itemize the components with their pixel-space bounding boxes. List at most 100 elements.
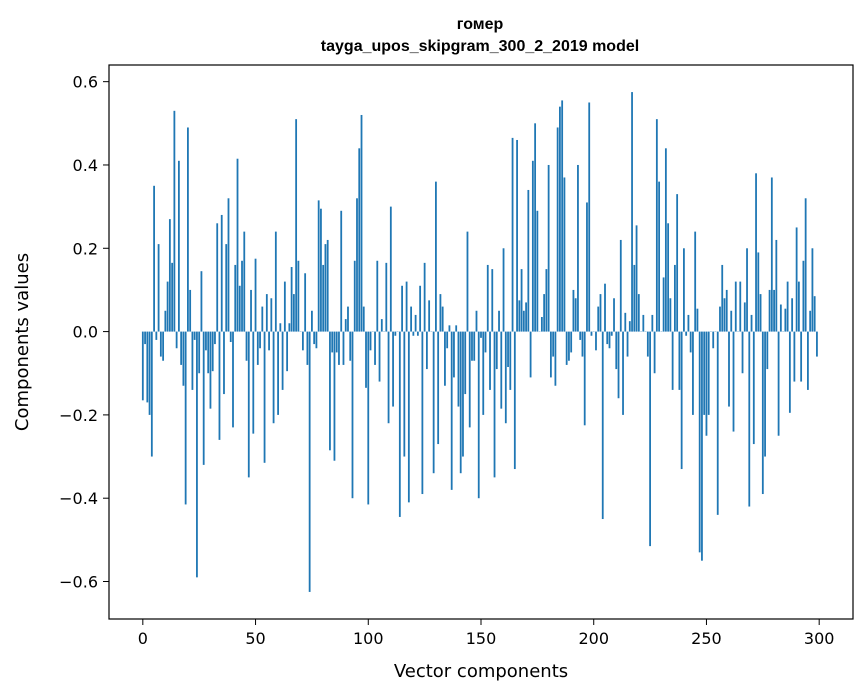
bar-173	[531, 160, 534, 332]
bar-239	[680, 331, 683, 470]
bar-260	[728, 331, 730, 407]
bar-79	[320, 208, 322, 332]
bar-81	[324, 244, 327, 332]
bar-61	[279, 323, 282, 332]
bar-156	[493, 331, 496, 478]
bar-39	[229, 331, 232, 342]
bar-82	[326, 239, 329, 332]
bar-183	[554, 331, 557, 386]
y-axis-ticks: −0.6 −0.4 −0.2 0.0 0.2 0.4 0.6	[59, 73, 109, 592]
bar-29	[207, 331, 210, 374]
bar-245	[694, 231, 697, 332]
bar-40	[232, 331, 234, 428]
bar-181	[549, 331, 552, 378]
bar-295	[807, 331, 809, 390]
bar-28	[205, 331, 207, 351]
bar-157	[495, 331, 498, 370]
bar-64	[286, 331, 289, 372]
bar-278	[768, 289, 771, 332]
bar-251	[707, 331, 710, 415]
bar-51	[256, 331, 259, 365]
bar-75	[311, 310, 313, 332]
bar-249	[703, 331, 706, 415]
bar-48	[250, 289, 252, 332]
bar-138	[453, 331, 455, 378]
x-tick-label-200: 200	[578, 629, 609, 648]
bar-217	[631, 92, 633, 332]
bar-209	[613, 298, 615, 332]
y-tick-label-6: 0.6	[73, 73, 98, 92]
bar-213	[622, 331, 624, 415]
bar-121	[414, 314, 417, 332]
bar-129	[432, 331, 435, 474]
bar-0	[141, 331, 144, 401]
bar-12	[168, 219, 171, 332]
bar-178	[543, 294, 546, 332]
bar-187	[563, 177, 566, 332]
bar-73	[306, 331, 309, 365]
bar-109	[387, 331, 390, 424]
y-tick-label-4: 0.2	[73, 239, 98, 258]
bar-166	[516, 139, 518, 332]
bar-206	[606, 331, 609, 345]
bar-292	[800, 331, 803, 382]
bar-4	[150, 331, 153, 457]
bar-26	[200, 271, 203, 332]
bar-242	[687, 314, 690, 332]
bar-10	[164, 310, 167, 332]
bar-78	[317, 200, 320, 332]
bar-85	[333, 331, 336, 461]
bar-293	[802, 260, 805, 332]
bar-60	[277, 331, 279, 415]
bar-234	[669, 298, 672, 332]
bar-77	[315, 331, 318, 349]
bar-210	[615, 331, 618, 370]
bar-142	[462, 331, 464, 457]
bar-59	[274, 231, 277, 332]
bar-58	[272, 331, 275, 424]
bar-151	[482, 331, 485, 415]
bar-238	[678, 331, 681, 390]
bar-161	[504, 331, 507, 424]
y-tick-label-5: 0.4	[73, 156, 98, 175]
bar-198	[588, 102, 591, 332]
bar-297	[811, 248, 814, 332]
bar-220	[637, 294, 640, 332]
bar-225	[649, 331, 651, 547]
bar-232	[664, 148, 667, 332]
x-axis-ticks: 0 50 100 150 200 250 300	[138, 619, 834, 648]
bar-41	[234, 264, 237, 332]
bar-256	[719, 306, 721, 332]
bar-275	[761, 331, 764, 495]
bar-115	[401, 285, 403, 332]
bar-37	[225, 244, 228, 332]
bar-143	[464, 331, 467, 395]
bar-208	[610, 331, 613, 336]
bar-179	[545, 269, 548, 332]
bar-255	[716, 331, 719, 515]
bar-148	[475, 310, 478, 332]
bar-136	[448, 325, 451, 332]
bar-194	[579, 331, 582, 340]
bar-257	[721, 264, 724, 332]
bar-286	[786, 281, 789, 332]
bar-8	[159, 331, 162, 357]
bar-192	[574, 298, 577, 332]
x-tick-label-150: 150	[466, 629, 497, 648]
bar-191	[572, 289, 575, 332]
bar-168	[520, 269, 523, 332]
bar-188	[565, 331, 568, 365]
bar-30	[209, 331, 212, 409]
bar-36	[223, 331, 225, 395]
bar-133	[441, 306, 444, 332]
bar-274	[759, 294, 762, 332]
bar-182	[552, 331, 555, 357]
bar-231	[662, 277, 665, 332]
bar-52	[259, 331, 261, 349]
bar-227	[653, 331, 656, 374]
bar-247	[698, 331, 701, 553]
bar-219	[635, 225, 638, 332]
bar-229	[658, 181, 661, 332]
bar-134	[444, 331, 446, 386]
bar-45	[243, 231, 246, 332]
